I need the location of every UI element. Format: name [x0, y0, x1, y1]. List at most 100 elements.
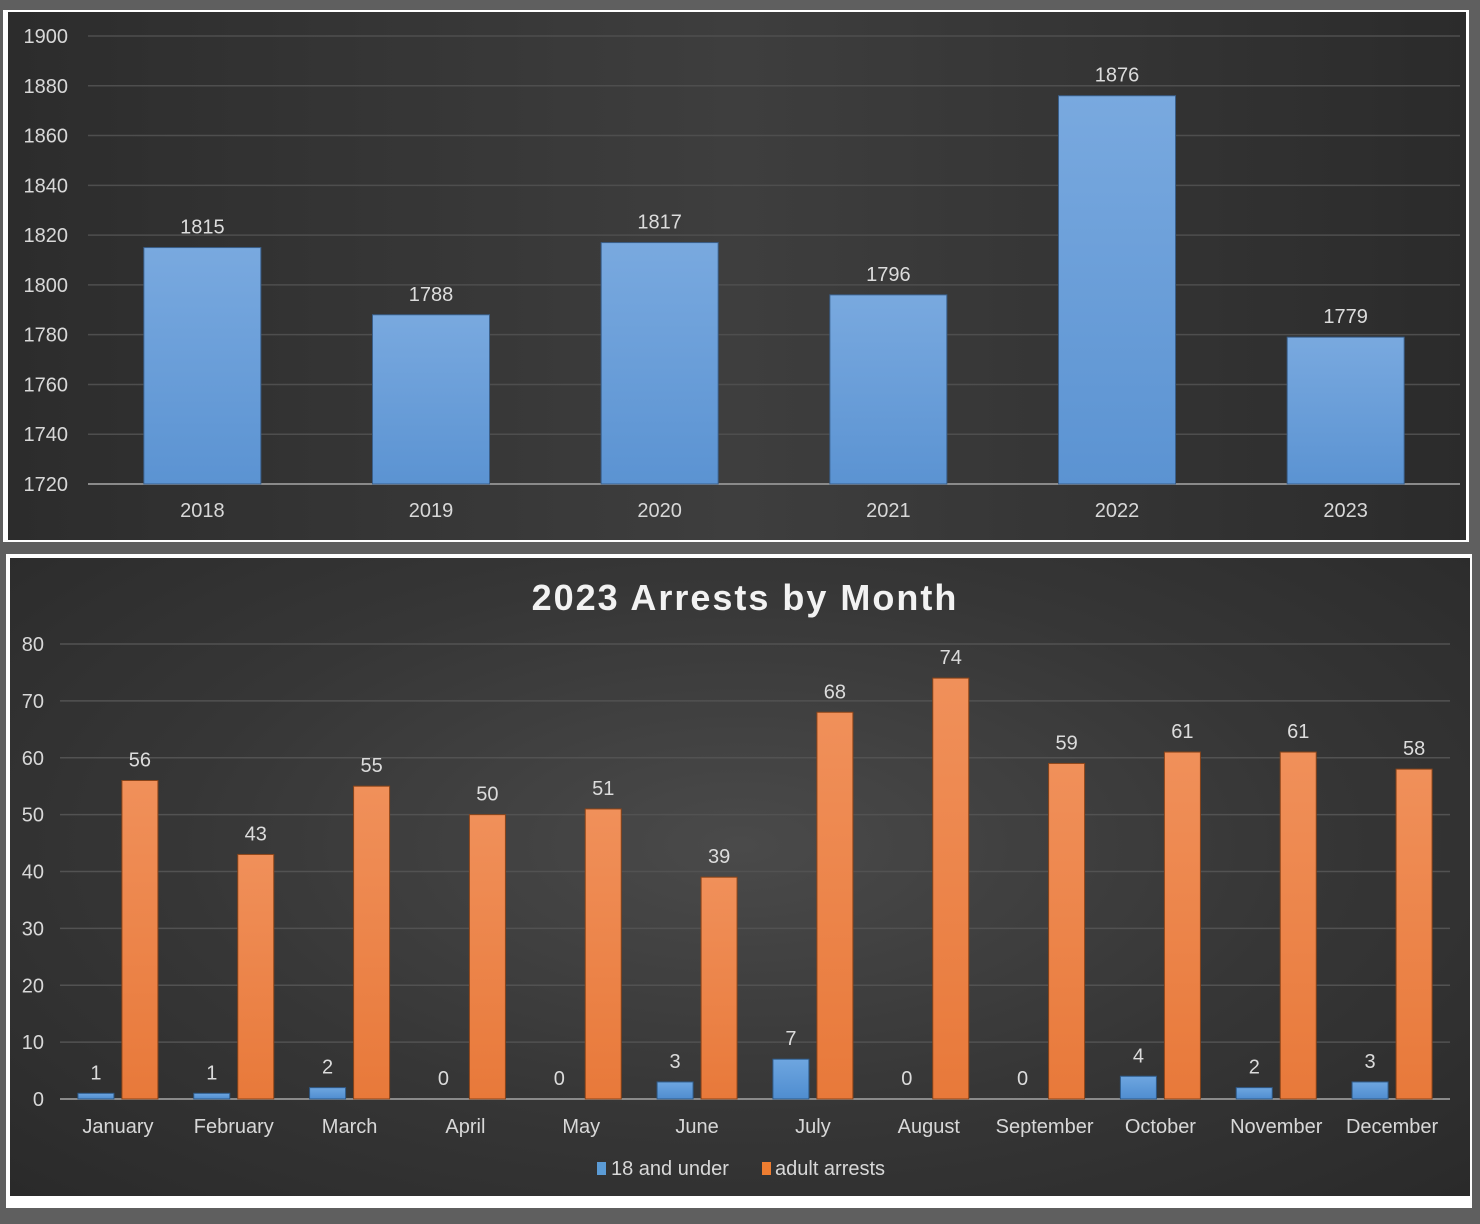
- data-label: 1817: [637, 212, 682, 234]
- y-tick-label: 1820: [24, 225, 69, 247]
- data-label: 39: [708, 846, 730, 868]
- data-label: 0: [438, 1068, 449, 1090]
- bar-July-adult-arrests: [816, 711, 854, 1100]
- y-tick-label: 1880: [24, 76, 69, 98]
- y-tick-label: 70: [22, 691, 44, 713]
- monthly-arrests-chart-svg: 2023 Arrests by Month 01020304050607080 …: [22, 577, 1450, 1180]
- data-label: 51: [592, 778, 614, 800]
- bar-September-adult-arrests: [1048, 762, 1086, 1100]
- y-tick-label: 1840: [24, 175, 69, 197]
- data-label: 61: [1171, 721, 1193, 743]
- x-tick-label: September: [996, 1116, 1094, 1138]
- data-label: 68: [824, 681, 846, 703]
- data-label: 61: [1287, 721, 1309, 743]
- bar-November-adult-arrests: [1279, 751, 1317, 1100]
- data-label: 1788: [409, 284, 454, 306]
- bar-May-adult-arrests: [584, 808, 622, 1100]
- data-label: 1: [206, 1062, 217, 1084]
- data-label: 1815: [180, 217, 225, 239]
- bar-March-adult-arrests: [353, 785, 391, 1100]
- data-label: 74: [940, 647, 962, 669]
- bar-February-adult-arrests: [237, 853, 275, 1100]
- bar-2020: [600, 242, 719, 485]
- x-tick-label: 2023: [1323, 500, 1368, 522]
- bar-March-18-and-under: [309, 1087, 347, 1100]
- x-tick-label: 2022: [1095, 500, 1140, 522]
- x-tick-label: 2021: [866, 500, 911, 522]
- yearly-arrests-chart: 1720 1740 1760 1780 1800 1820 1840 1860 1880 1900…: [8, 12, 1466, 540]
- x-tick-label: February: [194, 1116, 274, 1138]
- y-tick-label: 20: [22, 975, 44, 997]
- bar-December-adult-arrests: [1395, 768, 1433, 1100]
- data-label: 56: [129, 750, 151, 772]
- y-tick-label: 10: [22, 1032, 44, 1054]
- monthly-arrests-chart: 2023 Arrests by Month 0 10 20 30 40 50 60 70 80 …: [10, 558, 1470, 1196]
- bar-February-18-and-under: [193, 1092, 231, 1100]
- x-tick-label: March: [322, 1116, 378, 1138]
- y-tick-label: 1900: [24, 26, 69, 48]
- y-tick-label: 0: [33, 1089, 44, 1111]
- data-label: 59: [1055, 732, 1077, 754]
- legend-swatch-18-and-under: [597, 1162, 606, 1175]
- y-tick-label: 60: [22, 748, 44, 770]
- bar-December-18-and-under: [1351, 1081, 1389, 1100]
- data-label: 2: [322, 1057, 333, 1079]
- x-tick-label: 2018: [180, 500, 225, 522]
- y-tick-label: 50: [22, 805, 44, 827]
- data-label: 55: [360, 755, 382, 777]
- bar-April-adult-arrests: [468, 814, 506, 1100]
- bar-2018: [143, 247, 262, 485]
- data-label: 0: [554, 1068, 565, 1090]
- x-tick-label: May: [562, 1116, 600, 1138]
- bar-October-adult-arrests: [1163, 751, 1201, 1100]
- y-tick-label: 30: [22, 918, 44, 940]
- legend-label-adult-arrests: adult arrests: [775, 1158, 885, 1180]
- data-label: 1779: [1323, 306, 1368, 328]
- bar-June-adult-arrests: [700, 876, 738, 1100]
- data-label: 50: [476, 784, 498, 806]
- bar-2022: [1058, 95, 1176, 485]
- bar-January-adult-arrests: [121, 780, 159, 1100]
- legend-swatch-adult-arrests: [762, 1162, 771, 1175]
- x-tick-label: December: [1346, 1116, 1439, 1138]
- y-tick-label: 1720: [24, 474, 69, 496]
- x-tick-label: 2019: [409, 500, 454, 522]
- x-tick-label: November: [1230, 1116, 1323, 1138]
- data-label: 3: [1365, 1051, 1376, 1073]
- bar-August-adult-arrests: [932, 677, 970, 1100]
- bar-June-18-and-under: [656, 1081, 694, 1100]
- bar-July-18-and-under: [772, 1058, 810, 1100]
- legend: 18 and under adult arrests: [597, 1158, 885, 1180]
- y-tick-label: 1800: [24, 275, 69, 297]
- x-tick-label: August: [898, 1116, 961, 1138]
- bar-October-18-and-under: [1119, 1075, 1157, 1100]
- bar-November-18-and-under: [1235, 1087, 1273, 1100]
- bar-2023: [1286, 336, 1405, 485]
- data-label: 4: [1133, 1045, 1144, 1067]
- bar-2019: [372, 314, 490, 485]
- y-tick-label: 1740: [24, 424, 69, 446]
- x-tick-label: June: [675, 1116, 718, 1138]
- data-label: 7: [785, 1028, 796, 1050]
- data-label: 3: [670, 1051, 681, 1073]
- x-tick-label: October: [1125, 1116, 1196, 1138]
- legend-label-18-and-under: 18 and under: [611, 1158, 729, 1180]
- bar-January-18-and-under: [77, 1092, 115, 1100]
- x-tick-label: January: [82, 1116, 153, 1138]
- bar-2021: [829, 294, 948, 485]
- y-tick-label: 80: [22, 634, 44, 656]
- data-label: 1876: [1095, 65, 1140, 87]
- data-label: 0: [1017, 1068, 1028, 1090]
- data-label: 43: [245, 823, 267, 845]
- data-label: 58: [1403, 738, 1425, 760]
- x-tick-label: July: [795, 1116, 831, 1138]
- y-tick-label: 1860: [24, 126, 69, 148]
- y-tick-label: 1760: [24, 374, 69, 396]
- data-label: 1: [90, 1062, 101, 1084]
- x-tick-label: April: [445, 1116, 485, 1138]
- data-label: 1796: [866, 264, 911, 286]
- x-tick-label: 2020: [637, 500, 682, 522]
- data-label: 0: [901, 1068, 912, 1090]
- chart-title: 2023 Arrests by Month: [532, 577, 959, 618]
- y-tick-label: 1780: [24, 325, 69, 347]
